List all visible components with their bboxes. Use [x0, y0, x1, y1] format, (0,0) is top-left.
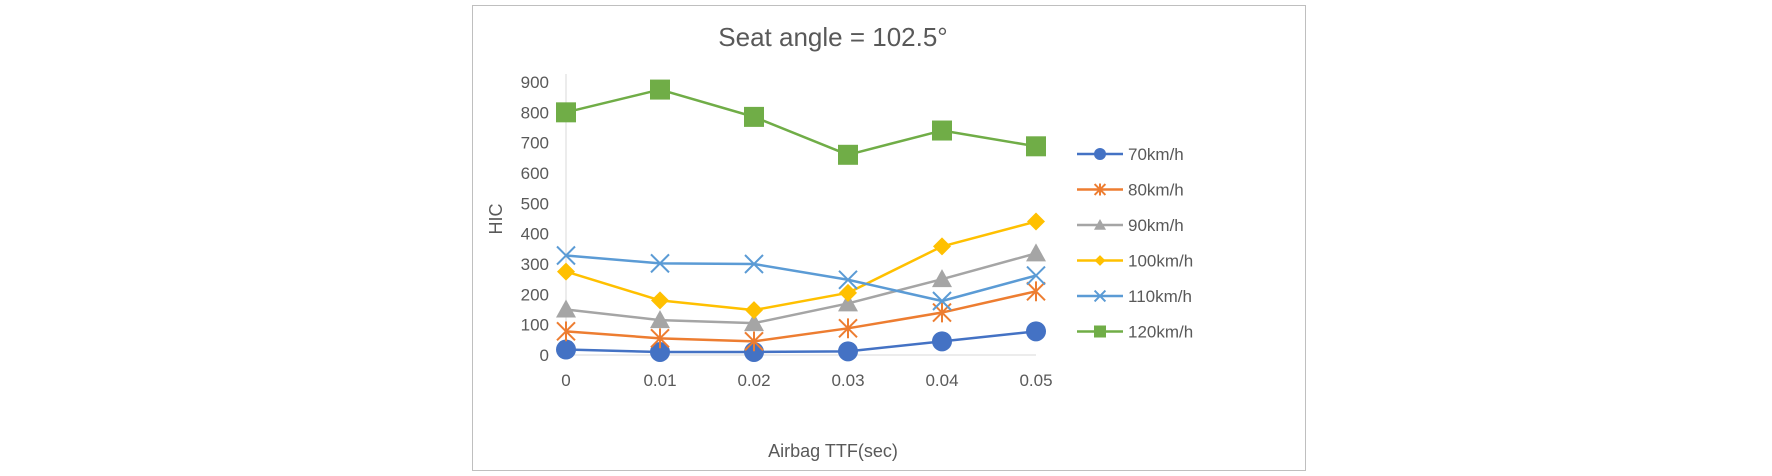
- data-point: [1026, 136, 1046, 157]
- y-tick-label: 200: [521, 285, 549, 304]
- series-70km/h: [556, 321, 1046, 362]
- chart-title: Seat angle = 102.5°: [718, 22, 947, 52]
- legend-marker: [1093, 183, 1107, 196]
- series-line: [565, 252, 1037, 325]
- data-point: [650, 328, 670, 349]
- data-point: [556, 102, 576, 123]
- legend-item: 90km/h: [1077, 216, 1184, 235]
- data-point: [650, 79, 670, 100]
- y-tick-label: 800: [521, 103, 549, 122]
- data-point: [650, 341, 670, 362]
- x-tick-labels: 0 0.01 0.02 0.03 0.04 0.05: [561, 371, 1052, 390]
- data-point: [932, 120, 952, 141]
- y-tick-label: 300: [521, 255, 549, 274]
- data-point: [838, 293, 858, 312]
- data-point: [838, 270, 858, 290]
- data-point: [744, 254, 764, 274]
- y-tick-label: 400: [521, 225, 549, 244]
- data-point: [838, 341, 858, 362]
- data-point: [557, 262, 575, 281]
- data-point: [556, 339, 576, 360]
- y-tick-label: 900: [521, 73, 549, 92]
- data-point: [556, 299, 576, 318]
- data-point: [933, 237, 951, 256]
- data-point: [1026, 281, 1046, 302]
- legend-label: 110km/h: [1128, 287, 1192, 306]
- x-tick-label: 0: [561, 371, 570, 390]
- legend-marker: [1094, 148, 1106, 160]
- y-tick-labels: 0 100 200 300 400 500 600 700 800 900: [521, 73, 549, 365]
- legend: 70km/h 80km/h 90km/h 100km/h 110km/h 120km/h: [1077, 145, 1193, 342]
- data-point: [744, 313, 764, 332]
- x-tick-label: 0.01: [643, 371, 676, 390]
- chart-svg: Seat angle = 102.5° 0 100 200 300 400 500 600 7…: [486, 22, 1193, 461]
- y-tick-label: 600: [521, 164, 549, 183]
- series-line: [565, 220, 1037, 312]
- legend-label: 120km/h: [1128, 323, 1193, 342]
- data-point: [1027, 212, 1045, 231]
- series-line: [565, 330, 1037, 354]
- data-point: [744, 331, 764, 352]
- data-point: [556, 245, 576, 266]
- data-point: [838, 144, 858, 165]
- data-point: [932, 291, 952, 311]
- data-point: [651, 291, 669, 310]
- y-axis-label: HIC: [486, 204, 506, 235]
- data-point: [932, 331, 952, 352]
- legend-item: 110km/h: [1077, 287, 1192, 306]
- series-90km/h: [556, 243, 1046, 332]
- y-tick-label: 100: [521, 316, 549, 335]
- y-tick-label: 700: [521, 134, 549, 153]
- series-line: [565, 290, 1037, 343]
- data-point: [1026, 321, 1046, 342]
- chart-frame: Seat angle = 102.5° 0 100 200 300 400 500 600 7…: [472, 5, 1306, 471]
- legend-label: 80km/h: [1128, 181, 1184, 200]
- series-layer: [556, 79, 1046, 362]
- series-80km/h: [556, 281, 1046, 352]
- legend-marker: [1094, 255, 1106, 266]
- data-point: [838, 318, 858, 339]
- legend-marker: [1094, 219, 1106, 230]
- x-tick-label: 0.03: [831, 371, 864, 390]
- legend-item: 120km/h: [1077, 323, 1193, 342]
- y-tick-label: 0: [540, 346, 549, 365]
- legend-item: 80km/h: [1077, 181, 1184, 200]
- data-point: [839, 283, 857, 302]
- legend-label: 90km/h: [1128, 216, 1184, 235]
- data-point: [744, 106, 764, 127]
- x-tick-label: 0.05: [1019, 371, 1052, 390]
- data-point: [1026, 265, 1046, 286]
- series-120km/h: [556, 79, 1046, 165]
- x-axis-label: Airbag TTF(sec): [768, 441, 898, 461]
- series-line: [565, 254, 1037, 303]
- data-point: [745, 301, 763, 320]
- legend-label: 70km/h: [1128, 145, 1184, 164]
- data-point: [650, 253, 670, 274]
- x-tick-label: 0.02: [737, 371, 770, 390]
- legend-item: 70km/h: [1077, 145, 1184, 164]
- legend-marker: [1093, 289, 1107, 303]
- data-point: [932, 269, 952, 288]
- series-100km/h: [557, 212, 1045, 320]
- legend-item: 100km/h: [1077, 252, 1193, 271]
- legend-marker: [1094, 325, 1106, 338]
- data-point: [650, 310, 670, 329]
- y-tick-label: 500: [521, 194, 549, 213]
- data-point: [556, 321, 576, 342]
- series-110km/h: [556, 245, 1046, 311]
- data-point: [1026, 243, 1046, 262]
- x-tick-label: 0.04: [925, 371, 958, 390]
- series-line: [565, 88, 1037, 157]
- legend-label: 100km/h: [1128, 252, 1193, 271]
